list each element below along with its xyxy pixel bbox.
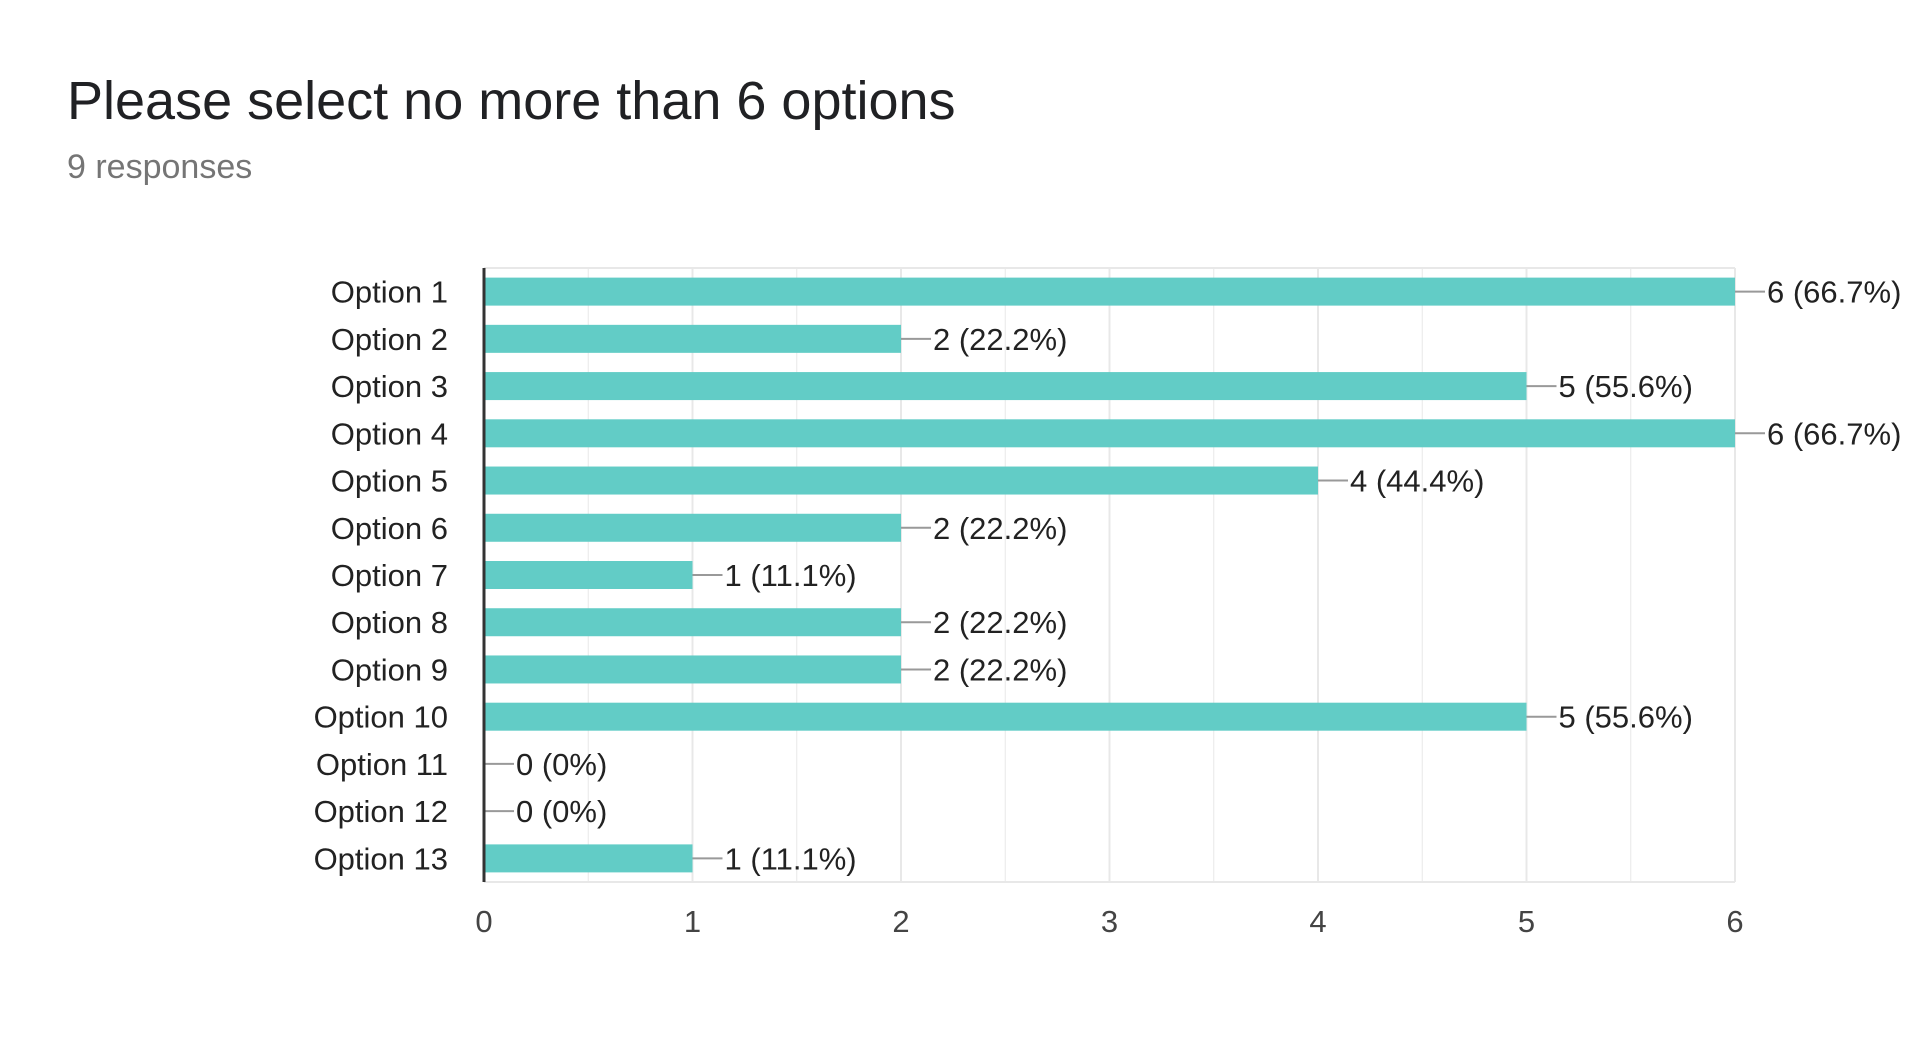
x-tick-label: 2 [892,904,909,939]
x-tick-label: 4 [1309,904,1326,939]
category-label: Option 8 [331,605,448,640]
category-label: Option 4 [331,416,448,451]
data-label: 2 (22.2%) [933,511,1067,546]
bar [484,277,1735,306]
data-label: 2 (22.2%) [933,605,1067,640]
data-label: 1 (11.1%) [725,841,857,876]
data-label: 5 (55.6%) [1559,700,1693,735]
data-label: 2 (22.2%) [933,322,1067,357]
category-label: Option 1 [331,275,448,310]
x-tick-label: 6 [1726,904,1743,939]
data-label: 0 (0%) [516,794,607,829]
x-tick-label: 0 [475,904,492,939]
data-label: 4 (44.4%) [1350,464,1484,499]
bar [484,466,1318,495]
bar [484,655,901,684]
category-label: Option 9 [331,652,448,687]
category-label: Option 3 [331,369,448,404]
bar [484,844,693,873]
bar [484,513,901,542]
bar [484,419,1735,448]
category-label: Option 12 [314,794,448,829]
bar [484,372,1527,401]
chart-title: Please select no more than 6 options [67,71,956,131]
data-label: 6 (66.7%) [1767,416,1901,451]
x-tick-label: 3 [1101,904,1118,939]
data-label: 2 (22.2%) [933,652,1067,687]
category-label: Option 6 [331,511,448,546]
data-label: 5 (55.6%) [1559,369,1693,404]
data-label: 6 (66.7%) [1767,275,1901,310]
bar [484,608,901,637]
category-label: Option 2 [331,322,448,357]
bar [484,561,693,589]
bar [484,324,901,353]
data-label: 1 (11.1%) [725,558,857,593]
x-tick-label: 1 [684,904,701,939]
category-label: Option 5 [331,464,448,499]
data-label: 0 (0%) [516,747,607,782]
category-label: Option 13 [314,841,448,876]
response-count: 9 responses [67,148,253,186]
x-tick-label: 5 [1518,904,1535,939]
category-label: Option 7 [331,558,448,593]
category-label: Option 11 [316,747,448,782]
bar [484,702,1527,731]
category-label: Option 10 [314,700,448,735]
